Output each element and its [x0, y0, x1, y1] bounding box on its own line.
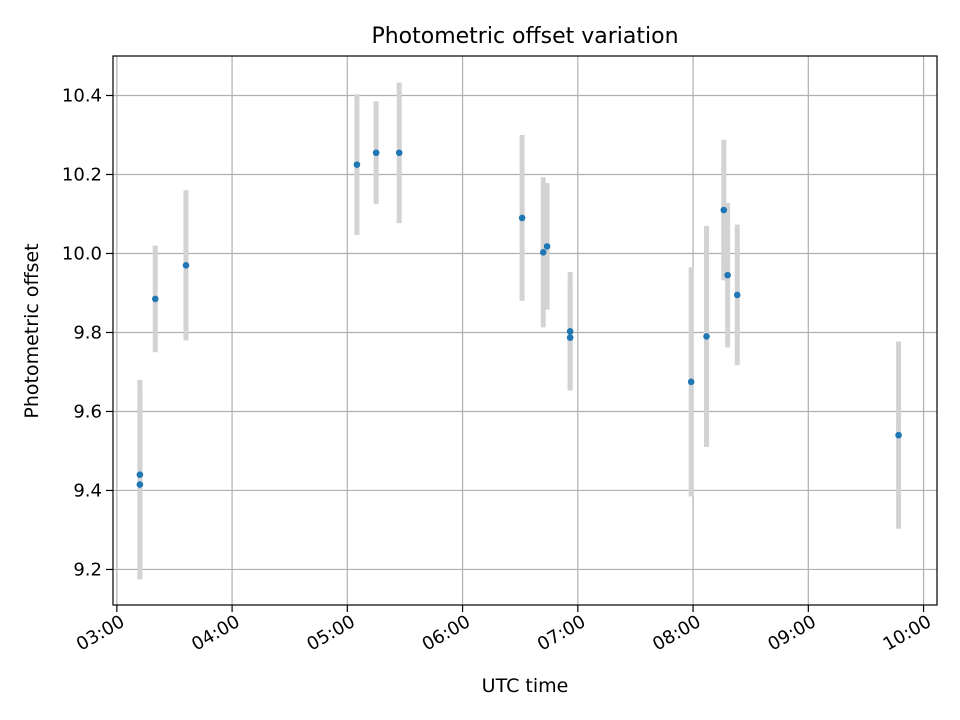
x-axis-label: UTC time	[482, 675, 569, 697]
data-point	[395, 149, 403, 157]
y-tick-label: 10.0	[62, 243, 102, 264]
data-point	[151, 295, 159, 303]
x-tick-label: 05:00	[303, 611, 358, 655]
y-axis-label: Photometric offset	[21, 243, 43, 418]
x-tick-label: 09:00	[764, 611, 819, 655]
data-point	[720, 206, 728, 214]
data-point	[687, 378, 695, 386]
x-tick-label: 07:00	[534, 611, 589, 655]
x-tick-label: 06:00	[419, 611, 474, 655]
data-point	[566, 327, 574, 335]
chart-title: Photometric offset variation	[371, 24, 678, 49]
data-point	[136, 481, 144, 488]
data-point	[543, 243, 551, 250]
x-tick-label: 10:00	[880, 611, 935, 655]
data-point	[703, 333, 710, 340]
data-point	[566, 334, 574, 341]
y-tick-label: 9.6	[73, 401, 102, 422]
y-tick-label: 9.2	[73, 559, 102, 580]
errorbar-layer	[137, 82, 902, 580]
data-point	[733, 291, 741, 299]
y-ticks: 9.2 9.4 9.6 9.8 10.0 10.2 10.4	[62, 85, 113, 580]
plot-frame	[112, 55, 938, 606]
data-point	[895, 431, 902, 439]
data-point	[372, 149, 380, 157]
data-point	[136, 471, 144, 478]
y-tick-label: 9.8	[73, 322, 102, 343]
grid-layer	[113, 56, 937, 605]
data-point	[724, 271, 731, 279]
data-point	[518, 214, 526, 222]
y-tick-label: 9.4	[73, 480, 102, 501]
data-point	[182, 262, 190, 269]
x-tick-label: 08:00	[649, 611, 704, 655]
data-point	[539, 248, 547, 256]
data-point	[353, 161, 361, 168]
x-ticks: 03:00 04:00 05:00 06:00 07:00 08:00 09:00 10:00	[73, 605, 935, 655]
x-tick-label: 04:00	[188, 611, 243, 655]
point-layer	[136, 149, 902, 488]
y-tick-label: 10.2	[62, 164, 102, 185]
x-tick-label: 03:00	[73, 611, 128, 655]
y-tick-label: 10.4	[62, 85, 102, 106]
